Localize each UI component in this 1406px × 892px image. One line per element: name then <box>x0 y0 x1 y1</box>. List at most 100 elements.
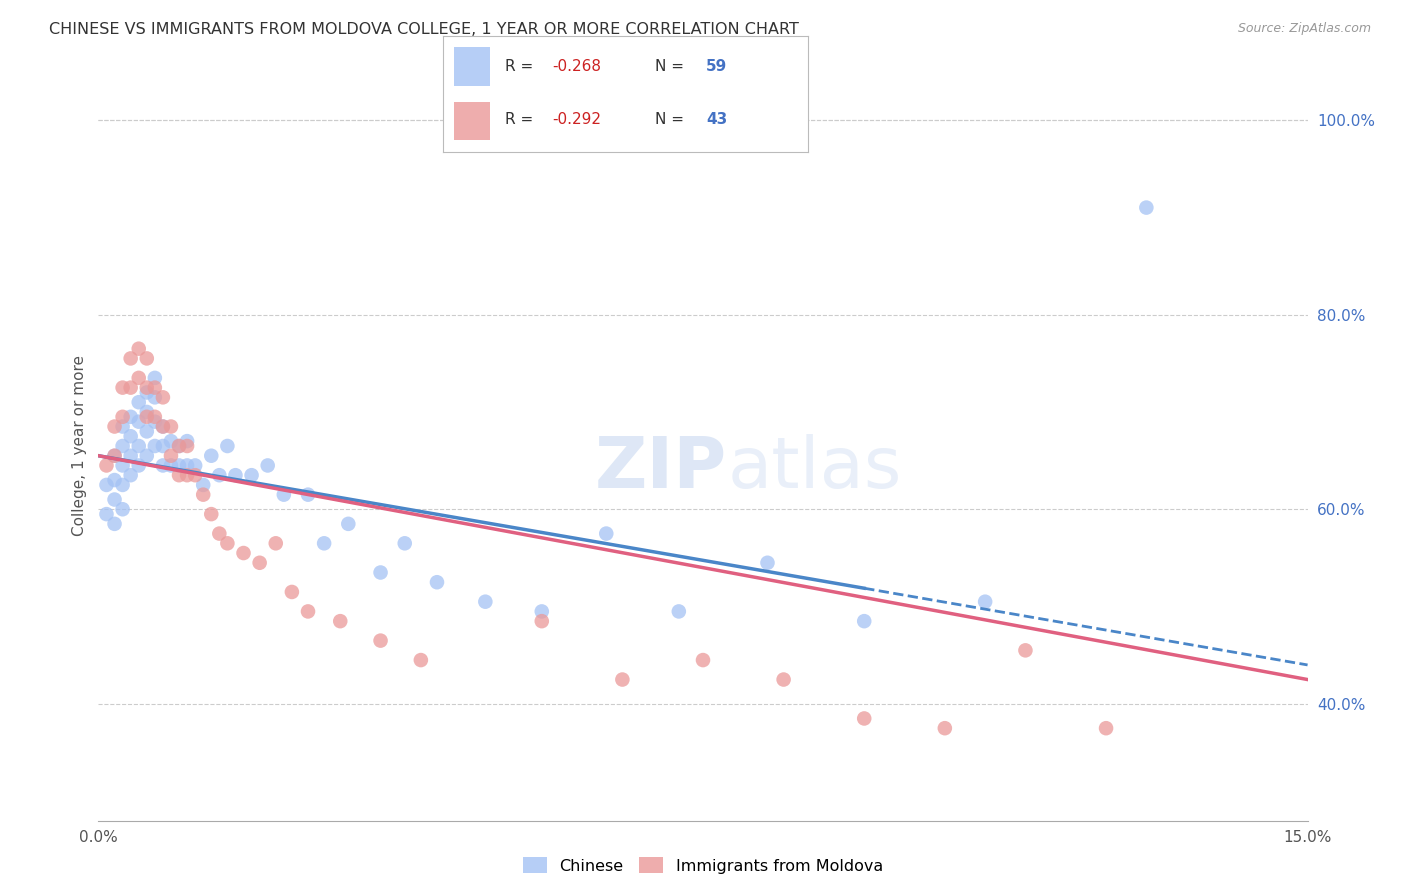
Point <box>217 536 239 550</box>
Text: ZIP: ZIP <box>595 434 727 503</box>
Point <box>176 458 198 473</box>
Point <box>128 371 150 385</box>
Point <box>120 381 142 395</box>
Point <box>143 415 166 429</box>
Point <box>264 536 287 550</box>
Point <box>1014 643 1036 657</box>
Text: 59: 59 <box>706 59 727 74</box>
Point <box>167 468 190 483</box>
Point <box>135 409 157 424</box>
Point <box>135 405 157 419</box>
Text: -0.292: -0.292 <box>553 112 602 127</box>
Point <box>297 604 319 618</box>
Text: -0.268: -0.268 <box>553 59 602 74</box>
Point <box>160 419 183 434</box>
Point <box>692 653 714 667</box>
Point <box>152 458 174 473</box>
Point <box>1095 721 1118 735</box>
Point <box>474 595 496 609</box>
Point <box>394 536 416 550</box>
Point <box>612 673 634 687</box>
Point <box>160 449 183 463</box>
Text: N =: N = <box>655 59 689 74</box>
Point <box>135 381 157 395</box>
Point <box>208 468 231 483</box>
Point <box>297 488 319 502</box>
Point <box>370 633 392 648</box>
Point <box>329 614 352 628</box>
Point <box>143 381 166 395</box>
Point <box>103 449 125 463</box>
Point <box>152 439 174 453</box>
Text: 43: 43 <box>706 112 727 127</box>
Point <box>120 351 142 366</box>
Legend: Chinese, Immigrants from Moldova: Chinese, Immigrants from Moldova <box>516 851 890 880</box>
Point <box>111 478 134 492</box>
Text: atlas: atlas <box>727 434 901 503</box>
Point <box>249 556 271 570</box>
Point <box>193 478 215 492</box>
Point <box>337 516 360 531</box>
Point <box>152 419 174 434</box>
Point <box>135 385 157 400</box>
Text: N =: N = <box>655 112 689 127</box>
Point <box>111 409 134 424</box>
Point <box>128 458 150 473</box>
Point <box>128 415 150 429</box>
Point <box>232 546 254 560</box>
Point <box>160 434 183 449</box>
Point <box>111 439 134 453</box>
Point <box>103 492 125 507</box>
Point <box>111 502 134 516</box>
Point <box>167 439 190 453</box>
Point <box>200 449 222 463</box>
Point <box>668 604 690 618</box>
Point <box>111 381 134 395</box>
Point <box>595 526 617 541</box>
Point <box>208 526 231 541</box>
Point <box>120 409 142 424</box>
Point <box>426 575 449 590</box>
Point <box>281 585 304 599</box>
Point <box>152 390 174 404</box>
Point <box>530 614 553 628</box>
Point <box>853 711 876 725</box>
Point <box>120 449 142 463</box>
Point <box>143 439 166 453</box>
Bar <box>454 102 491 140</box>
Point <box>224 468 246 483</box>
Point <box>103 473 125 487</box>
Point <box>256 458 278 473</box>
Point <box>974 595 997 609</box>
Point <box>934 721 956 735</box>
Point <box>111 458 134 473</box>
Point <box>96 507 118 521</box>
Point <box>184 458 207 473</box>
Point <box>370 566 392 580</box>
Y-axis label: College, 1 year or more: College, 1 year or more <box>72 356 87 536</box>
Point <box>96 478 118 492</box>
Point <box>152 419 174 434</box>
Point <box>273 488 295 502</box>
Point <box>176 468 198 483</box>
Point <box>409 653 432 667</box>
Point <box>314 536 336 550</box>
Point <box>217 439 239 453</box>
Point <box>184 468 207 483</box>
Point <box>853 614 876 628</box>
Text: Source: ZipAtlas.com: Source: ZipAtlas.com <box>1237 22 1371 36</box>
Point <box>120 429 142 443</box>
Point <box>103 516 125 531</box>
Point <box>143 371 166 385</box>
Point <box>135 449 157 463</box>
Point <box>96 458 118 473</box>
Point <box>200 507 222 521</box>
Point <box>240 468 263 483</box>
Point <box>103 449 125 463</box>
Text: CHINESE VS IMMIGRANTS FROM MOLDOVA COLLEGE, 1 YEAR OR MORE CORRELATION CHART: CHINESE VS IMMIGRANTS FROM MOLDOVA COLLE… <box>49 22 799 37</box>
Point <box>135 351 157 366</box>
Point <box>143 409 166 424</box>
Point <box>772 673 794 687</box>
Point <box>167 439 190 453</box>
Point <box>160 458 183 473</box>
